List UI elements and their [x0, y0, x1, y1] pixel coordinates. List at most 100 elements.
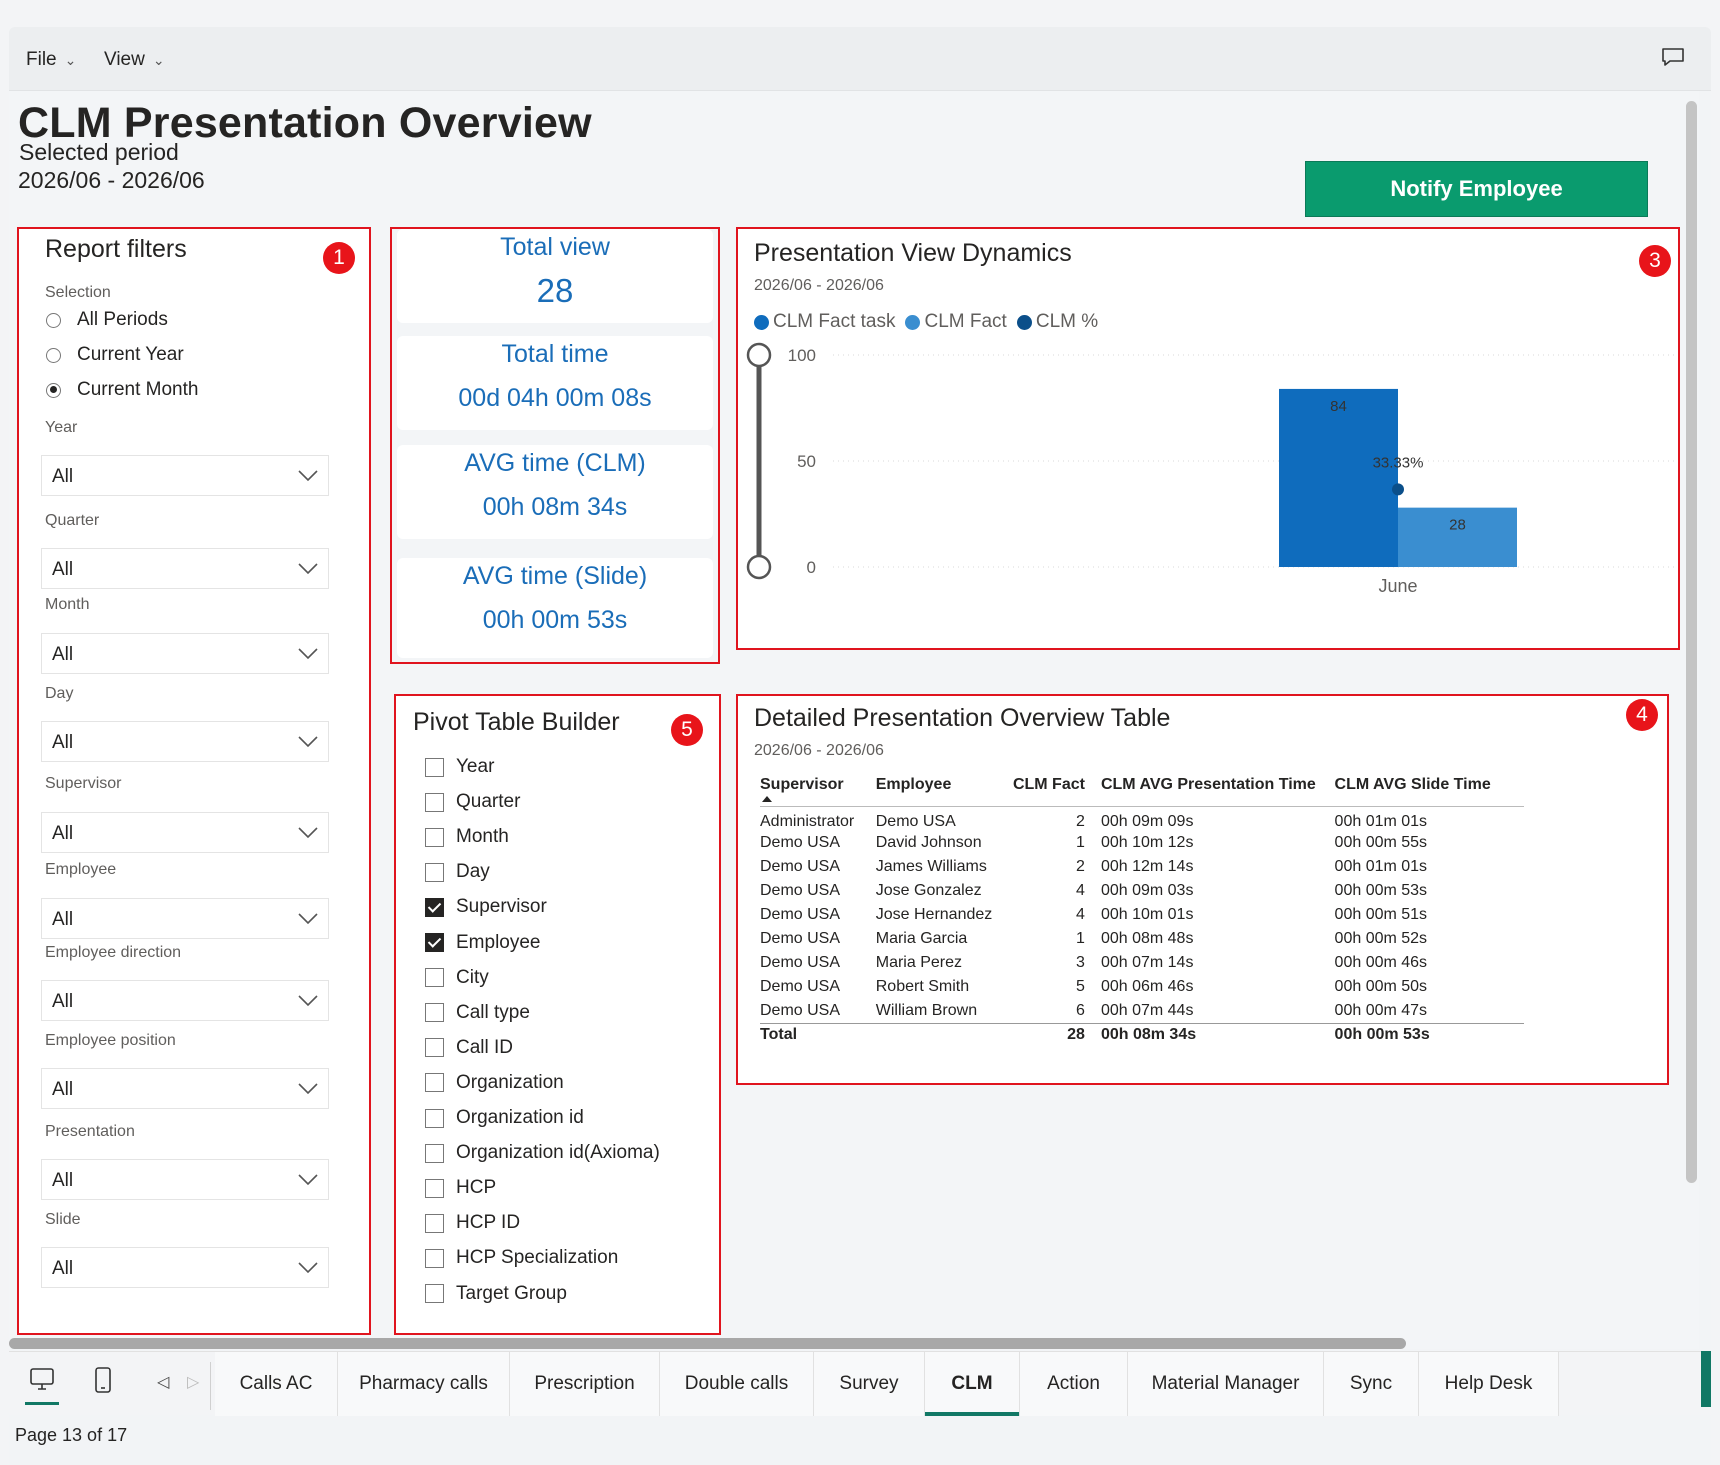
table-cell: James Williams — [875, 858, 987, 875]
table-cell: 00h 08m 34s — [1100, 1022, 1335, 1047]
pivot-checkbox-city[interactable]: City — [425, 967, 489, 989]
mobile-view-icon[interactable] — [93, 1366, 113, 1394]
previous-page-icon[interactable]: ◁ — [157, 1374, 170, 1391]
filter-dropdown-day[interactable]: All — [41, 721, 329, 762]
checkbox-label: Quarter — [456, 791, 521, 813]
table-row[interactable]: Demo USA James Williams 2 00h 12m 14s 00h 01… — [760, 855, 1524, 879]
filter-dropdown-employee[interactable]: All — [41, 898, 329, 939]
table-row[interactable]: Demo USA Maria Garcia 1 00h 08m 48s 00h 00m … — [760, 927, 1524, 951]
data-label: 33.33% — [1373, 454, 1424, 471]
dropdown-value: All — [52, 1079, 74, 1100]
range-slider-handle-top[interactable] — [746, 342, 772, 368]
pivot-checkbox-year[interactable]: Year — [425, 756, 494, 778]
kpi-value: 00d 04h 00m 08s — [458, 384, 652, 412]
next-page-icon[interactable]: ▷ — [187, 1374, 200, 1391]
table-row[interactable]: Demo USA Jose Hernandez 4 00h 10m 01s 00h 00… — [760, 903, 1524, 927]
notify-employee-button[interactable]: Notify Employee — [1305, 161, 1648, 217]
tab-prescription[interactable]: Prescription — [510, 1352, 660, 1416]
tab-help-desk[interactable]: Help Desk — [1419, 1352, 1559, 1416]
file-menu[interactable]: File ⌄ — [26, 49, 76, 71]
kpi-total-view: Total view 28 — [397, 229, 713, 323]
legend-item-clm-percent[interactable]: CLM % — [1016, 311, 1098, 333]
chevron-down-icon — [298, 913, 318, 925]
pivot-checkbox-quarter[interactable]: Quarter — [425, 791, 520, 813]
column-header-label: CLM Fact — [1012, 776, 1085, 793]
tab-material-manager[interactable]: Material Manager — [1128, 1352, 1324, 1416]
detailed-overview-table-panel: Detailed Presentation Overview Table 202… — [736, 694, 1669, 1085]
table-cell — [875, 1022, 1005, 1047]
pivot-checkbox-call-type[interactable]: Call type — [425, 1002, 530, 1024]
selection-label: Selection — [45, 284, 111, 301]
column-header-supervisor[interactable]: Supervisor — [760, 776, 876, 807]
checkbox-box — [425, 1073, 444, 1093]
table-row[interactable]: Demo USA Maria Perez 3 00h 07m 14s 00h 00m 4… — [760, 951, 1524, 975]
radio-current-month[interactable]: Current Month — [46, 379, 198, 401]
column-header-clm-avg-slide-time[interactable]: CLM AVG Slide Time — [1335, 776, 1524, 807]
filter-label-quarter: Quarter — [45, 512, 100, 529]
radio-current-year[interactable]: Current Year — [46, 344, 184, 366]
filter-dropdown-employee-position[interactable]: All — [41, 1068, 329, 1109]
checkbox-box — [425, 1003, 444, 1023]
table-row[interactable]: Demo USA Robert Smith 5 00h 06m 46s 00h 00m … — [760, 975, 1524, 999]
pivot-title: Pivot Table Builder — [413, 708, 620, 736]
tab-sync[interactable]: Sync — [1324, 1352, 1419, 1416]
column-header-employee[interactable]: Employee — [876, 776, 1004, 807]
legend-item-clm-fact-task[interactable]: CLM Fact task — [754, 311, 895, 333]
pivot-checkbox-employee[interactable]: Employee — [425, 932, 541, 954]
desktop-view-icon[interactable] — [29, 1366, 55, 1392]
radio-all-periods[interactable]: All Periods — [46, 309, 168, 331]
table-cell: Demo USA — [875, 813, 956, 830]
pivot-checkbox-supervisor[interactable]: Supervisor — [425, 896, 547, 918]
table-cell: Demo USA — [760, 978, 841, 995]
table-cell: 00h 00m 51s — [1334, 906, 1428, 923]
column-header-clm-fact[interactable]: CLM Fact — [1004, 776, 1101, 807]
pivot-checkbox-month[interactable]: Month — [425, 826, 509, 848]
checkbox-box — [425, 1143, 444, 1163]
table-row[interactable]: Administrator Demo USA 2 00h 09m 09s 00h 01m… — [760, 807, 1524, 832]
tab-pharmacy-calls[interactable]: Pharmacy calls — [338, 1352, 510, 1416]
pivot-checkbox-hcp[interactable]: HCP — [425, 1177, 496, 1199]
table-row[interactable]: Demo USA David Johnson 1 00h 10m 12s 00h 00m… — [760, 831, 1524, 855]
pivot-checkbox-organization[interactable]: Organization — [425, 1072, 564, 1094]
filter-dropdown-supervisor[interactable]: All — [41, 812, 329, 853]
filter-dropdown-month[interactable]: All — [41, 633, 329, 674]
checkbox-label: Year — [456, 756, 495, 777]
chevron-down-icon — [298, 1174, 318, 1186]
table-total-row[interactable]: Total 28 00h 08m 34s 00h 00m 53s — [760, 1022, 1524, 1047]
pivot-checkbox-organization-id[interactable]: Organization id — [425, 1107, 584, 1129]
filter-dropdown-employee-direction[interactable]: All — [41, 980, 329, 1021]
filter-label-employee-position: Employee position — [45, 1032, 176, 1049]
range-slider-handle-bottom[interactable] — [746, 554, 772, 580]
pivot-checkbox-hcp-id[interactable]: HCP ID — [425, 1212, 520, 1234]
tab-calls-ac[interactable]: Calls AC — [215, 1352, 338, 1416]
legend-item-clm-fact[interactable]: CLM Fact — [905, 311, 1007, 333]
table-row[interactable]: Demo USA Jose Gonzalez 4 00h 09m 03s 00h 00m… — [760, 879, 1524, 903]
filter-dropdown-year[interactable]: All — [41, 455, 329, 496]
comment-icon[interactable] — [1661, 47, 1685, 67]
pivot-checkbox-call-id[interactable]: Call ID — [425, 1037, 513, 1059]
filter-dropdown-slide[interactable]: All — [41, 1247, 329, 1288]
table-cell: 28 — [1004, 1022, 1101, 1047]
filter-dropdown-quarter[interactable]: All — [41, 548, 329, 589]
pivot-checkbox-hcp-specialization[interactable]: HCP Specialization — [425, 1247, 618, 1269]
checkbox-label: City — [456, 966, 489, 988]
legend-dot — [905, 314, 921, 330]
tab-action[interactable]: Action — [1020, 1352, 1128, 1416]
vertical-scrollbar[interactable] — [1686, 101, 1697, 1183]
filter-dropdown-presentation[interactable]: All — [41, 1159, 329, 1200]
pivot-checkbox-target-group[interactable]: Target Group — [425, 1283, 567, 1305]
column-header-clm-avg-presentation-time[interactable]: CLM AVG Presentation Time — [1101, 776, 1335, 807]
pivot-checkbox-organization-id-axioma-[interactable]: Organization id(Axioma) — [425, 1142, 660, 1164]
tab-survey[interactable]: Survey — [814, 1352, 925, 1416]
filter-label-month: Month — [45, 596, 90, 613]
checkbox-box — [425, 1248, 444, 1268]
table-cell: 00h 10m 12s — [1100, 834, 1194, 851]
view-menu[interactable]: View ⌄ — [104, 49, 165, 71]
table-cell: 00h 07m 14s — [1100, 954, 1194, 971]
tab-double-calls[interactable]: Double calls — [660, 1352, 814, 1416]
table-row[interactable]: Demo USA William Brown 6 00h 07m 44s 00h 00m… — [760, 999, 1524, 1023]
horizontal-scrollbar[interactable] — [9, 1338, 1406, 1349]
tab-clm[interactable]: CLM — [925, 1352, 1020, 1416]
pivot-checkbox-day[interactable]: Day — [425, 861, 490, 883]
checkbox-label: Target Group — [456, 1282, 567, 1304]
